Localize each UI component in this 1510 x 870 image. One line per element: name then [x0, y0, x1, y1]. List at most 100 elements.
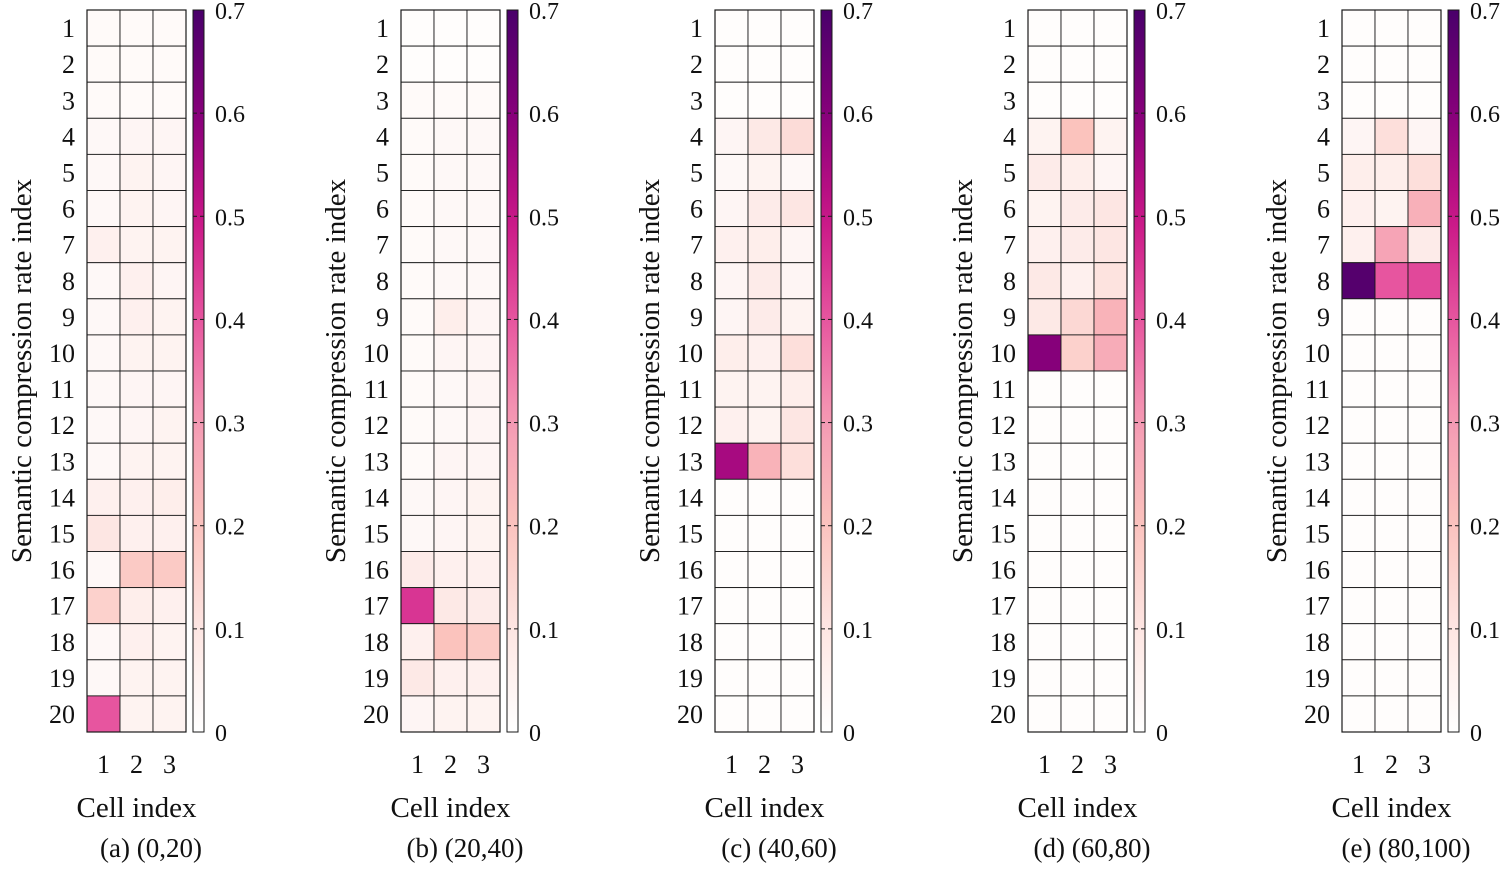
heatmap-cell — [400, 190, 435, 228]
heatmap-cell — [1027, 117, 1062, 155]
y-tick-label: 17 — [1304, 592, 1330, 621]
heatmap-cell — [1407, 45, 1442, 83]
heatmap-cell — [1060, 262, 1095, 300]
heatmap-cell — [1060, 226, 1095, 264]
heatmap-cell — [1374, 153, 1409, 191]
y-tick-label: 18 — [363, 628, 389, 657]
x-tick-label: 2 — [1071, 750, 1084, 779]
heatmap-cell — [747, 442, 782, 480]
y-tick-label: 17 — [49, 592, 75, 621]
heatmap-cell — [714, 190, 749, 228]
y-tick-label: 6 — [1003, 195, 1016, 224]
heatmap-cell — [1027, 623, 1062, 661]
heatmap-cell — [780, 659, 815, 697]
heatmap-cell — [1027, 442, 1062, 480]
heatmap-cell — [466, 298, 501, 336]
colorbar — [192, 9, 205, 733]
heatmap-cell — [86, 514, 121, 552]
heatmap-cell — [400, 9, 435, 47]
plot-frame — [1341, 9, 1442, 733]
heatmap-cell — [86, 226, 121, 264]
heatmap-cell — [1341, 406, 1376, 444]
colorbar-tick-label: 0 — [529, 721, 541, 747]
heatmap-cell — [400, 442, 435, 480]
heatmap-cell — [119, 406, 154, 444]
heatmap-cell — [747, 623, 782, 661]
heatmap-cell — [1374, 442, 1409, 480]
heatmap-cell — [466, 370, 501, 408]
heatmap-cell — [86, 190, 121, 228]
y-axis-label: Semantic compression rate index — [947, 178, 979, 563]
heatmap-cell — [1060, 514, 1095, 552]
heatmap-cell — [152, 442, 187, 480]
colorbar — [506, 9, 519, 733]
y-tick-label: 20 — [1304, 700, 1330, 729]
colorbar-tick-label: 0.7 — [215, 0, 245, 25]
y-tick-label: 9 — [1317, 303, 1330, 332]
heatmap-cell — [152, 478, 187, 516]
y-tick-label: 16 — [363, 556, 389, 585]
heatmap-cell — [1341, 695, 1376, 733]
y-tick-label: 10 — [677, 339, 703, 368]
heatmap-cell — [747, 334, 782, 372]
y-axis-label: Semantic compression rate index — [634, 178, 666, 563]
heatmap-cell — [119, 45, 154, 83]
heatmap-cell — [1341, 478, 1376, 516]
heatmap-cell — [780, 9, 815, 47]
heatmap-cell — [1060, 370, 1095, 408]
heatmap-cell — [433, 551, 468, 589]
heatmap-cell — [1341, 514, 1376, 552]
heatmap-cell — [780, 623, 815, 661]
heatmap-cell — [433, 406, 468, 444]
colorbar-tick-label: 0.5 — [215, 205, 245, 231]
y-tick-label: 15 — [990, 519, 1016, 548]
heatmap-cell — [152, 81, 187, 119]
heatmap-cell — [86, 117, 121, 155]
heatmap-cell — [466, 551, 501, 589]
heatmap-cell — [1060, 190, 1095, 228]
subplot-caption: (a) (0,20) — [100, 833, 202, 863]
colorbar-tick-label: 0.6 — [843, 102, 873, 128]
x-tick-label: 1 — [97, 750, 110, 779]
heatmap-cell — [1093, 695, 1128, 733]
colorbar-tick-label: 0.5 — [843, 205, 873, 231]
heatmap-cell — [1093, 117, 1128, 155]
heatmap-cell — [119, 262, 154, 300]
heatmap-cell — [780, 81, 815, 119]
y-tick-label: 11 — [50, 375, 75, 404]
heatmap-cell — [747, 226, 782, 264]
heatmap-cell — [747, 153, 782, 191]
heatmap-cell — [1341, 262, 1376, 300]
heatmap-cell — [1027, 406, 1062, 444]
y-tick-label: 9 — [62, 303, 75, 332]
heatmap-cell — [1407, 478, 1442, 516]
heatmap-cell — [714, 659, 749, 697]
y-tick-label: 15 — [1304, 519, 1330, 548]
y-tick-label: 15 — [363, 519, 389, 548]
heatmap-cell — [119, 298, 154, 336]
heatmap-cell — [714, 514, 749, 552]
y-tick-label: 20 — [677, 700, 703, 729]
y-tick-label: 7 — [376, 231, 389, 260]
heatmap-cell — [152, 587, 187, 625]
heatmap-cell — [466, 442, 501, 480]
heatmap-cell — [86, 587, 121, 625]
y-tick-label: 14 — [990, 483, 1016, 512]
y-tick-label: 2 — [62, 50, 75, 79]
y-tick-label: 17 — [990, 592, 1016, 621]
heatmap-cell — [1027, 226, 1062, 264]
y-tick-label: 11 — [364, 375, 389, 404]
colorbar-tick-label: 0 — [215, 721, 227, 747]
heatmap-cell — [1374, 226, 1409, 264]
heatmap-cell — [400, 695, 435, 733]
y-tick-label: 4 — [690, 122, 703, 151]
heatmap-cell — [1341, 623, 1376, 661]
heatmap-cell — [714, 226, 749, 264]
heatmap-cell — [1341, 587, 1376, 625]
heatmap-cell — [433, 226, 468, 264]
y-tick-label: 5 — [1003, 158, 1016, 187]
heatmap-cell — [1060, 442, 1095, 480]
y-tick-label: 8 — [1317, 267, 1330, 296]
heatmap-cell — [119, 226, 154, 264]
